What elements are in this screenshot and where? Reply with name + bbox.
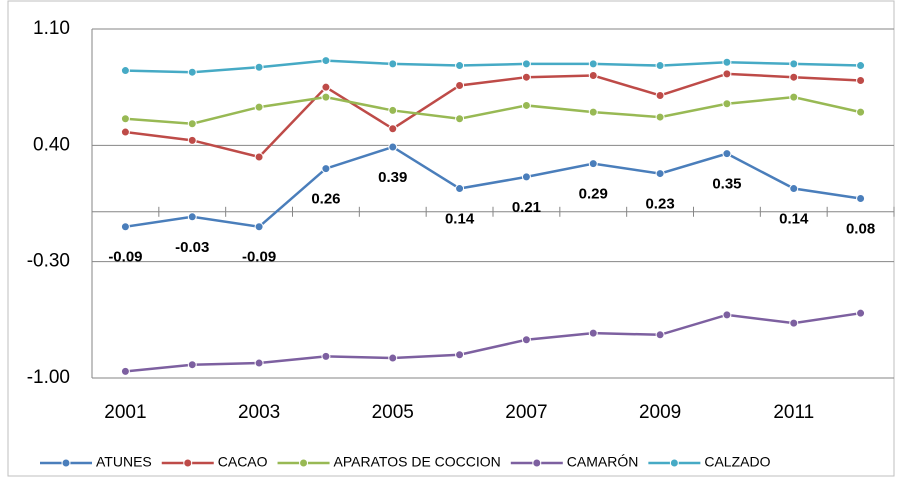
point	[789, 72, 799, 82]
point	[856, 194, 866, 204]
point	[521, 72, 531, 82]
point	[521, 100, 531, 110]
point	[120, 114, 130, 124]
point	[187, 212, 197, 222]
point	[455, 184, 465, 194]
point	[187, 135, 197, 145]
legend-label: CALZADO	[704, 454, 770, 470]
point	[254, 222, 264, 232]
point	[722, 57, 732, 67]
legend-marker	[61, 458, 71, 468]
point	[455, 350, 465, 360]
point	[655, 61, 665, 71]
point	[254, 152, 264, 162]
chart-frame	[7, 0, 895, 477]
point	[321, 56, 331, 66]
point	[521, 172, 531, 182]
point	[588, 71, 598, 81]
data-label: 0.23	[645, 196, 674, 213]
point	[388, 105, 398, 115]
point	[254, 102, 264, 112]
legend-label: CACAO	[218, 454, 268, 470]
point	[722, 310, 732, 320]
data-label: 0.29	[579, 186, 608, 203]
point	[187, 67, 197, 77]
point	[655, 112, 665, 122]
y-tick-label: 0.40	[33, 134, 70, 155]
point	[120, 366, 130, 376]
data-label: 0.14	[445, 211, 475, 228]
point	[388, 142, 398, 152]
point	[655, 330, 665, 340]
point	[856, 76, 866, 86]
point	[254, 62, 264, 72]
series-line	[125, 95, 861, 125]
point	[120, 66, 130, 76]
point	[521, 335, 531, 345]
point	[722, 99, 732, 109]
point	[455, 114, 465, 124]
data-label: 0.14	[779, 211, 809, 228]
point	[321, 351, 331, 361]
legend-marker	[183, 458, 193, 468]
x-tick-label: 2007	[505, 402, 547, 423]
y-tick-label: -1.00	[27, 367, 70, 388]
x-tick-label: 2003	[238, 402, 280, 423]
y-tick-label: 1.10	[33, 18, 70, 39]
point	[120, 127, 130, 137]
point	[254, 358, 264, 368]
point	[856, 107, 866, 117]
data-label: -0.09	[242, 249, 276, 266]
legend-label: APARATOS DE COCCION	[334, 454, 501, 470]
point	[388, 124, 398, 134]
series-line	[125, 145, 861, 229]
point	[187, 119, 197, 129]
point	[388, 353, 398, 363]
point	[455, 61, 465, 71]
point	[588, 328, 598, 338]
point	[455, 81, 465, 91]
point	[120, 222, 130, 232]
data-label: 0.35	[712, 176, 741, 193]
legend-marker	[299, 458, 309, 468]
point	[856, 61, 866, 71]
point	[321, 164, 331, 174]
series-line	[125, 311, 861, 373]
point	[789, 318, 799, 328]
point	[388, 59, 398, 69]
x-tick-label: 2011	[773, 402, 814, 423]
point	[789, 184, 799, 194]
legend-marker	[669, 458, 679, 468]
point	[789, 59, 799, 69]
data-label: -0.09	[108, 249, 142, 266]
point	[521, 59, 531, 69]
series-line	[125, 72, 861, 159]
point	[789, 92, 799, 102]
point	[588, 59, 598, 69]
point	[187, 360, 197, 370]
legend-label: CAMARÓN	[567, 454, 639, 470]
point	[655, 90, 665, 100]
y-tick-label: -0.30	[27, 251, 70, 272]
point	[722, 69, 732, 79]
point	[321, 82, 331, 92]
data-label: 0.21	[512, 199, 541, 216]
point	[588, 159, 598, 169]
series-line	[125, 59, 861, 74]
data-label: -0.03	[175, 239, 209, 256]
legend-label: ATUNES	[96, 454, 152, 470]
point	[856, 308, 866, 318]
point	[588, 107, 598, 117]
x-tick-label: 2009	[639, 402, 681, 423]
point	[655, 169, 665, 179]
x-tick-label: 2005	[372, 402, 414, 423]
x-tick-label: 2001	[104, 402, 146, 423]
data-label: 0.26	[311, 191, 340, 208]
data-label: 0.08	[846, 220, 875, 237]
data-label: 0.39	[378, 169, 407, 186]
legend-marker	[532, 458, 542, 468]
point	[321, 92, 331, 102]
point	[722, 149, 732, 159]
